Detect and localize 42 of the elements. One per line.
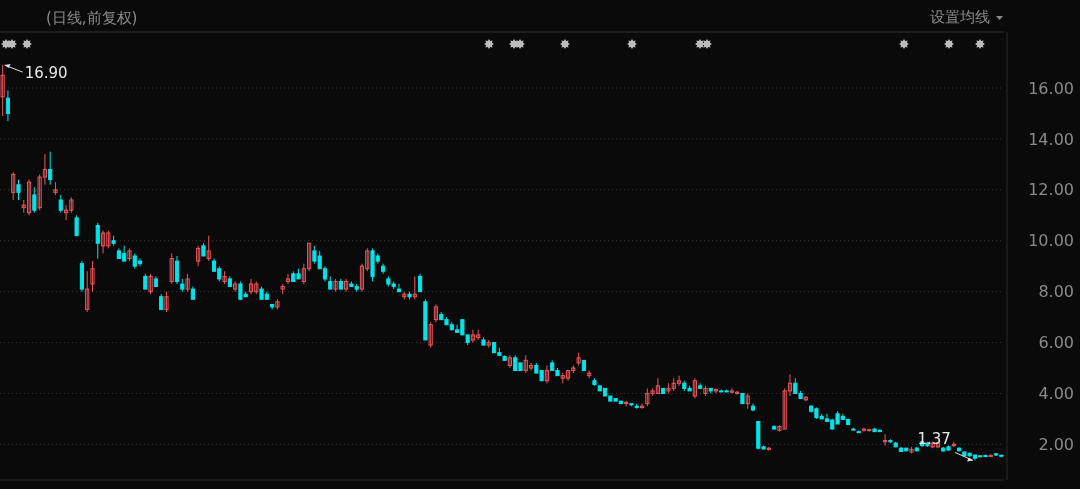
candlestick — [90, 260, 95, 293]
y-tick-label: 14.00 — [1028, 129, 1074, 149]
candlestick — [470, 329, 476, 344]
candlestick — [528, 362, 534, 372]
candlestick — [692, 377, 697, 400]
text: 设置均线 — [930, 8, 990, 26]
candlestick — [174, 255, 180, 285]
candlestick — [16, 179, 21, 201]
candlestick — [0, 64, 5, 117]
candlestick — [206, 235, 211, 262]
y-tick-label: 6.00 — [1038, 333, 1074, 353]
chart-subtitle: (日线,前复权) — [46, 9, 138, 27]
candlestick — [396, 283, 402, 293]
candlestick — [148, 273, 153, 295]
candlestick — [428, 321, 433, 349]
candlestick — [48, 151, 53, 186]
candlestick — [196, 245, 201, 267]
y-tick-label: 2.00 — [1038, 434, 1074, 454]
candlestick — [507, 354, 513, 369]
candlestick — [32, 186, 37, 214]
y-tick-label: 8.00 — [1038, 282, 1074, 302]
candlestick — [5, 90, 11, 122]
candlestick — [544, 364, 549, 384]
candlestick — [412, 275, 417, 300]
annotation: 1.37 — [917, 430, 951, 449]
y-tick-label: 10.00 — [1028, 231, 1074, 251]
candlestick — [285, 273, 291, 285]
candlestick — [95, 222, 100, 260]
y-tick-label: 16.00 — [1028, 78, 1074, 98]
candlestick — [11, 171, 16, 201]
y-tick-label: 4.00 — [1038, 384, 1074, 404]
candlestick — [85, 270, 90, 313]
candlestick — [233, 280, 238, 293]
candlestick — [169, 252, 174, 285]
candlestick — [433, 303, 439, 323]
candlestick — [74, 214, 79, 237]
candlestick — [26, 179, 32, 216]
y-tick-label: 12.00 — [1028, 180, 1074, 200]
candlestick — [344, 278, 349, 293]
annotation: 16.90 — [24, 64, 68, 83]
candlestick — [676, 375, 682, 387]
candlestick — [164, 291, 169, 313]
